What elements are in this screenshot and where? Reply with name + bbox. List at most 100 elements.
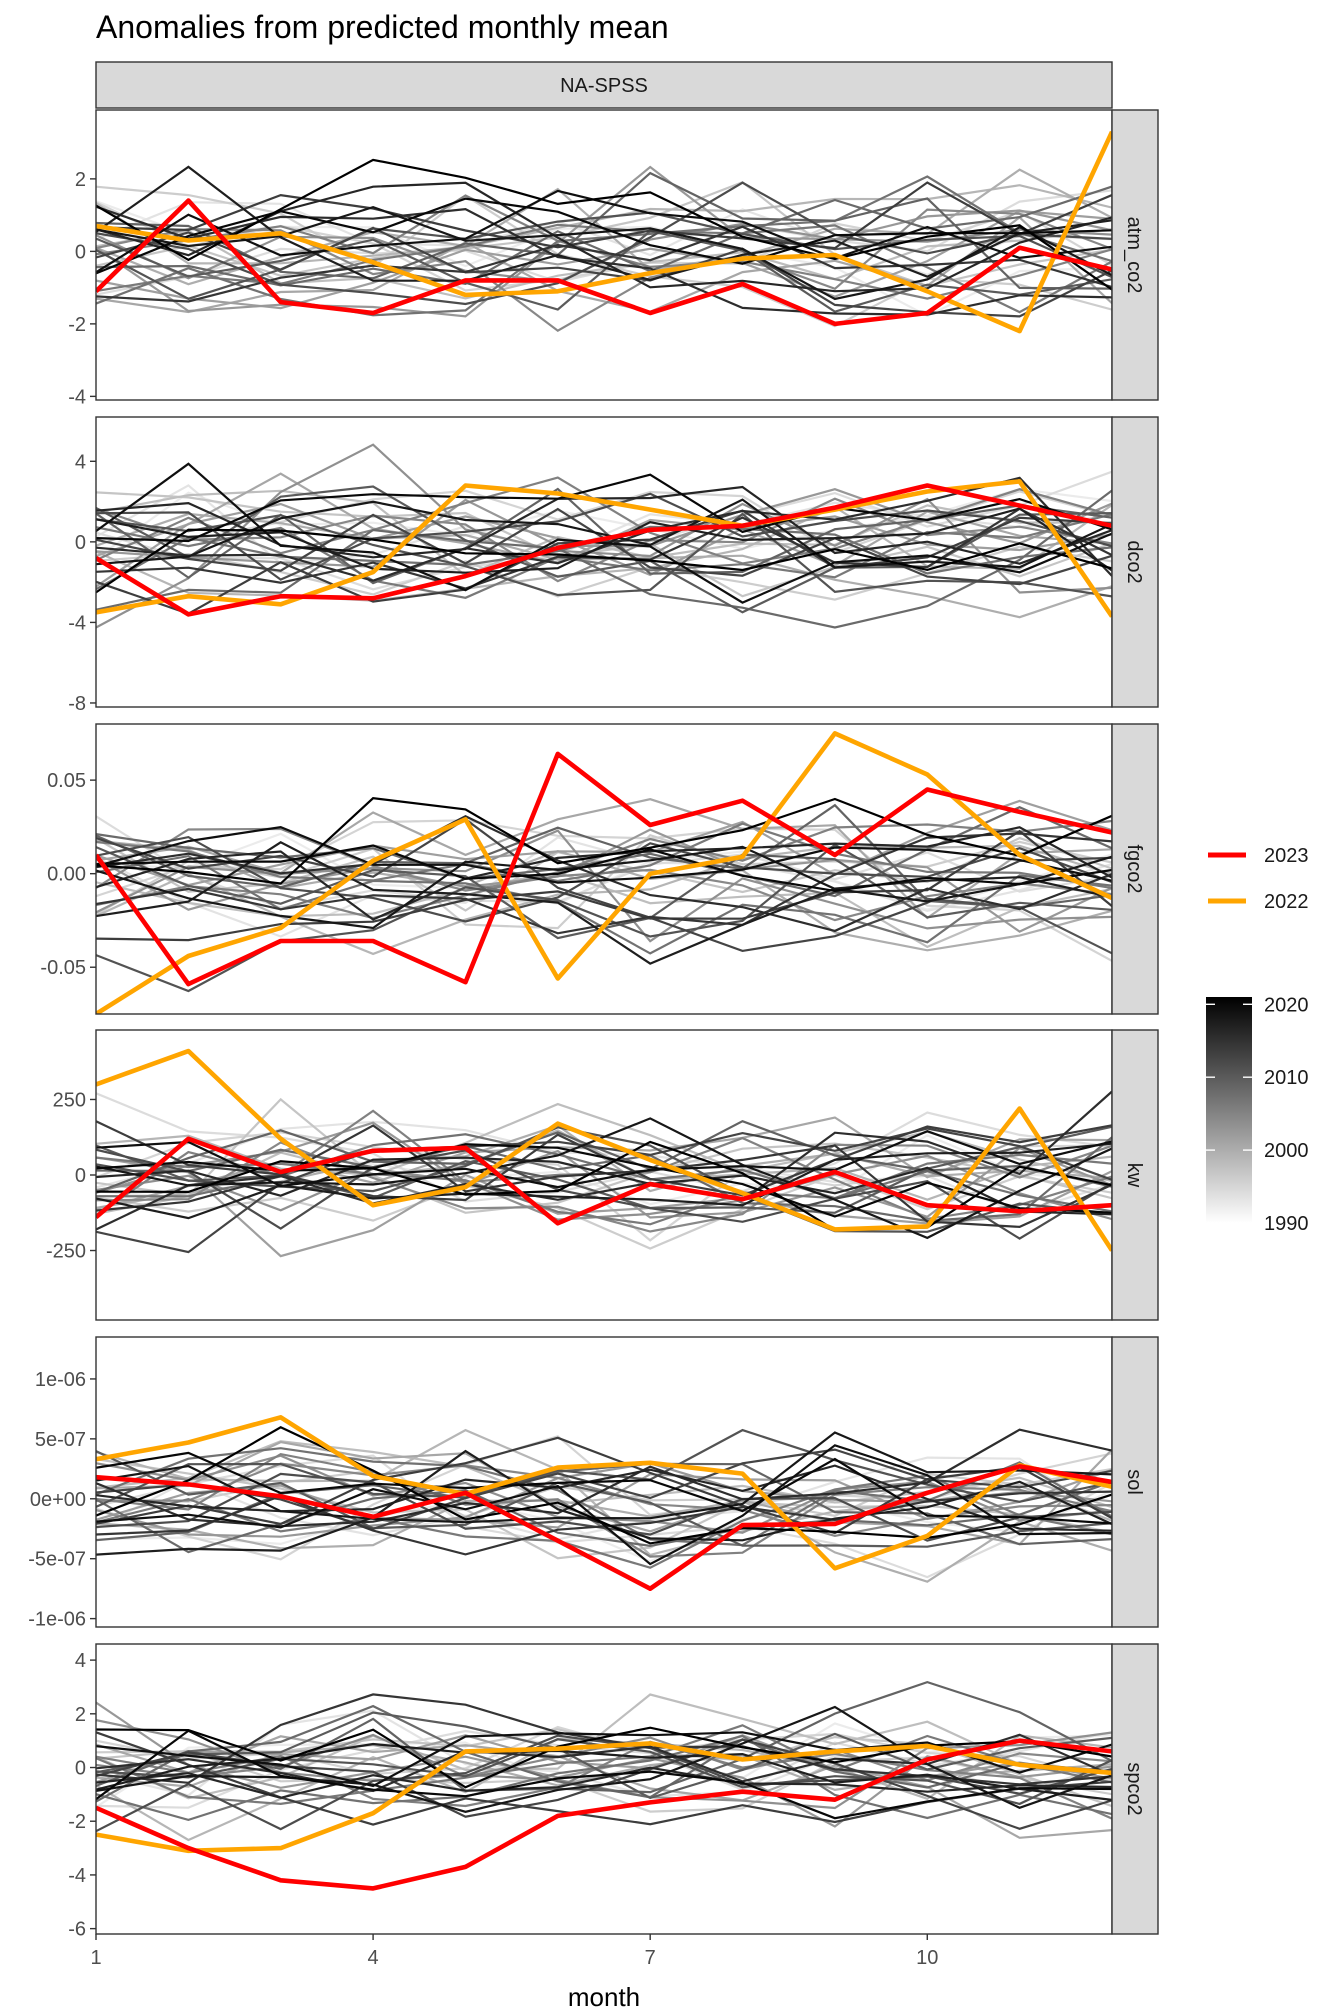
series-line-year-2019	[96, 1444, 1112, 1566]
y-tick-label: 5e-07	[35, 1429, 86, 1451]
series-line-year-2018	[96, 1431, 1112, 1524]
facet-strip-right	[1111, 723, 1159, 1015]
series-line-year-2020	[96, 1451, 1112, 1525]
series-line-year-2008	[96, 1680, 1112, 1794]
series-line-year-2015	[96, 814, 1112, 933]
series-line-year-2021	[96, 797, 1112, 885]
series-line-year-2007	[96, 1136, 1112, 1223]
series-line-year-2021	[96, 1726, 1112, 1789]
series-line-year-2010	[96, 512, 1112, 598]
series-line-year-1990	[96, 488, 1112, 560]
series-line-year-1995	[96, 1097, 1112, 1214]
series-line-year-2015	[96, 476, 1112, 582]
x-tick-label: 1	[90, 1947, 101, 1969]
facet-strip-label-dco2: dco2	[1123, 540, 1145, 583]
series-line-year-1998	[96, 1499, 1112, 1583]
y-tick-label: 0	[75, 532, 86, 554]
x-tick-label: 10	[916, 1947, 938, 1969]
series-lines	[96, 443, 1112, 629]
series-line-year-2004	[96, 476, 1112, 565]
y-tick-label: 2	[75, 169, 86, 191]
series-line-year-1997	[96, 844, 1112, 956]
series-line-2023	[96, 1464, 1112, 1591]
y-tick-label: -6	[68, 1919, 86, 1941]
series-line-year-2009	[96, 1125, 1112, 1214]
series-line-year-2006	[96, 1734, 1112, 1822]
series-lines	[96, 1680, 1112, 1891]
panels: -4 -2 0 2 atm_co2 -8 -4 0 4 dco2 -0.05 0.00 0.05 fgco…	[28, 109, 1159, 1941]
panel-kw: -250 0 250 kw	[46, 1029, 1159, 1321]
facet-strip-right	[1111, 416, 1159, 708]
colorbar-tick-label: 1990	[1264, 1213, 1309, 1235]
series-lines	[96, 731, 1112, 1014]
series-line-2022	[96, 130, 1112, 334]
series-line-2022	[96, 731, 1112, 1014]
series-line-year-2001	[96, 165, 1112, 318]
colorbar-tick-label: 2000	[1264, 1140, 1309, 1162]
series-line-year-2019	[96, 462, 1112, 604]
series-line-year-2011	[96, 1734, 1112, 1833]
legend-label-2023: 2023	[1264, 845, 1309, 867]
series-line-year-2010	[96, 211, 1112, 300]
series-line-year-2013	[96, 181, 1112, 250]
colorbar-gradient	[1206, 997, 1252, 1223]
y-tick-label: -8	[68, 693, 86, 715]
facet-strip-right	[1111, 1643, 1159, 1935]
facet-strip-top: NA-SPSS	[95, 61, 1113, 109]
y-tick-label: 2	[75, 1704, 86, 1726]
series-line-2023	[96, 483, 1112, 617]
series-lines	[96, 1415, 1112, 1591]
series-line-year-2020	[96, 473, 1112, 543]
series-line-year-2017	[96, 1142, 1112, 1220]
y-tick-label: -2	[68, 314, 86, 336]
series-line-year-1996	[96, 1693, 1112, 1800]
series-line-year-2020	[96, 197, 1112, 275]
y-tick-label: -5e-07	[28, 1549, 86, 1571]
series-line-2022	[96, 1741, 1112, 1854]
series-line-year-2012	[96, 226, 1112, 318]
y-tick-label: -2	[68, 1811, 86, 1833]
series-line-year-2020	[96, 1143, 1112, 1218]
series-line-year-2011	[96, 835, 1112, 923]
y-tick-label: -4	[68, 386, 86, 408]
series-line-year-2012	[96, 1127, 1112, 1254]
panel-sol: -1e-06 -5e-07 0e+00 5e-07 1e-06 sol	[28, 1336, 1159, 1631]
series-line-year-2004	[96, 194, 1112, 300]
series-line-year-2009	[96, 1711, 1112, 1800]
series-line-year-2013	[96, 1436, 1112, 1535]
series-line-2023	[96, 198, 1112, 327]
series-line-year-2006	[96, 1447, 1112, 1547]
legend-label-2022: 2022	[1264, 891, 1309, 913]
facet-strip-label-sol: sol	[1123, 1469, 1145, 1495]
series-line-2023	[96, 751, 1112, 987]
series-line-year-2017	[96, 165, 1112, 282]
y-tick-label: 250	[53, 1089, 86, 1111]
y-tick-label: 0	[75, 1758, 86, 1780]
highlight-legend: 2023 2022	[1208, 845, 1309, 913]
y-tick-label: 0.05	[47, 770, 86, 792]
year-colorbar: 2020 2010 2000 1990	[1206, 994, 1309, 1235]
series-lines	[96, 1048, 1112, 1258]
y-tick-label: 0	[75, 241, 86, 263]
series-line-year-1991	[96, 1456, 1112, 1541]
panel-fgco2: -0.05 0.00 0.05 fgco2	[40, 723, 1159, 1015]
series-lines	[96, 130, 1112, 334]
facet-strip-label-atm_co2: atm_co2	[1123, 217, 1145, 294]
facet-strip-right	[1111, 1336, 1159, 1628]
series-line-year-2007	[96, 489, 1112, 629]
series-line-year-2020	[96, 844, 1112, 893]
series-line-year-2009	[96, 1450, 1112, 1548]
panel-atm_co2: -4 -2 0 2 atm_co2	[68, 109, 1159, 408]
series-line-year-2013	[96, 509, 1112, 615]
y-tick-label: 0	[75, 1165, 86, 1187]
y-tick-label: -4	[68, 612, 86, 634]
x-axis: 1 4 7 10	[90, 1934, 938, 1969]
y-tick-label: 1e-06	[35, 1369, 86, 1391]
facet-strip-label-spco2: spco2	[1123, 1762, 1145, 1815]
series-line-year-1992	[96, 470, 1112, 591]
series-line-year-2021	[96, 528, 1112, 594]
y-tick-label: -0.05	[40, 957, 86, 979]
series-line-year-2021	[96, 158, 1112, 291]
series-line-year-1992	[96, 1092, 1112, 1203]
